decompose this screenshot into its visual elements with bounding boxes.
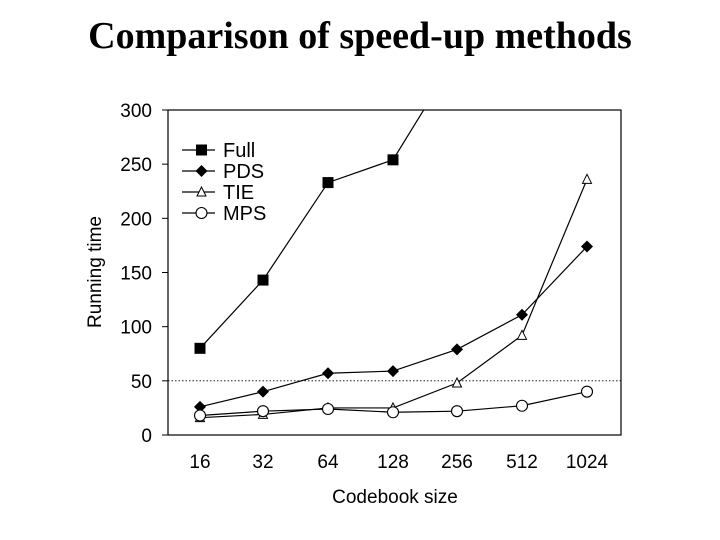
series-pds xyxy=(194,240,593,413)
series-pds-marker xyxy=(451,343,463,356)
series-mps-marker xyxy=(386,406,400,419)
series-full-marker xyxy=(322,177,334,189)
series-pds-marker xyxy=(194,400,206,413)
y-tick-label: 300 xyxy=(120,101,152,122)
series-pds-marker xyxy=(581,240,593,253)
y-axis-label: Running time xyxy=(85,216,106,328)
legend-tie-label: TIE xyxy=(223,182,254,204)
series-pds-marker xyxy=(322,367,334,380)
series-mps-marker xyxy=(450,405,464,418)
legend-pds-entry: PDS xyxy=(182,161,264,183)
x-axis-ticks: 16 32 64 128 256 512 1024 xyxy=(189,452,608,473)
series-full-marker xyxy=(257,274,269,286)
x-axis-label: Codebook size xyxy=(332,487,458,508)
y-tick-label: 250 xyxy=(120,155,152,176)
legend-tie-entry: TIE xyxy=(182,182,254,204)
legend-full-label: Full xyxy=(223,140,255,162)
x-tick-label: 16 xyxy=(189,452,210,473)
y-axis-ticks: 0 50 100 150 200 250 300 xyxy=(120,101,168,447)
series-full-marker xyxy=(194,342,206,354)
x-tick-label: 32 xyxy=(252,452,273,473)
y-tick-label: 0 xyxy=(141,426,152,447)
x-tick-label: 512 xyxy=(506,452,538,473)
series-mps-marker xyxy=(256,405,270,418)
series-tie-marker xyxy=(516,329,528,340)
series-mps xyxy=(193,385,594,422)
legend-mps-entry: MPS xyxy=(182,203,266,225)
series-layer xyxy=(193,110,594,423)
y-tick-label: 150 xyxy=(120,264,152,285)
x-tick-label: 1024 xyxy=(566,452,609,473)
series-full xyxy=(194,110,425,354)
legend-pds-marker xyxy=(195,165,208,177)
series-mps-marker xyxy=(321,402,335,416)
series-mps-marker xyxy=(580,385,594,398)
series-pds-marker xyxy=(387,365,399,378)
series-tie-marker xyxy=(451,376,463,388)
series-pds-marker xyxy=(516,308,528,321)
legend-mps-label: MPS xyxy=(223,203,266,225)
legend-mps-marker xyxy=(195,206,208,220)
series-mps-marker xyxy=(515,399,529,412)
legend-pds-label: PDS xyxy=(223,161,264,183)
x-tick-label: 256 xyxy=(441,452,473,473)
legend-full-marker xyxy=(196,144,207,156)
series-full-marker xyxy=(387,154,399,166)
x-tick-label: 64 xyxy=(317,452,339,473)
series-tie-marker xyxy=(581,173,593,184)
y-tick-label: 100 xyxy=(120,318,152,339)
series-mps-marker xyxy=(193,409,207,422)
y-tick-label: 200 xyxy=(120,209,152,230)
series-pds-marker xyxy=(257,385,269,398)
chart-title: Comparison of speed-up methods xyxy=(88,15,632,57)
y-tick-label: 50 xyxy=(131,372,152,393)
x-tick-label: 128 xyxy=(377,452,409,473)
legend-full-entry: Full xyxy=(182,140,255,162)
legend-tie-marker xyxy=(196,185,207,197)
